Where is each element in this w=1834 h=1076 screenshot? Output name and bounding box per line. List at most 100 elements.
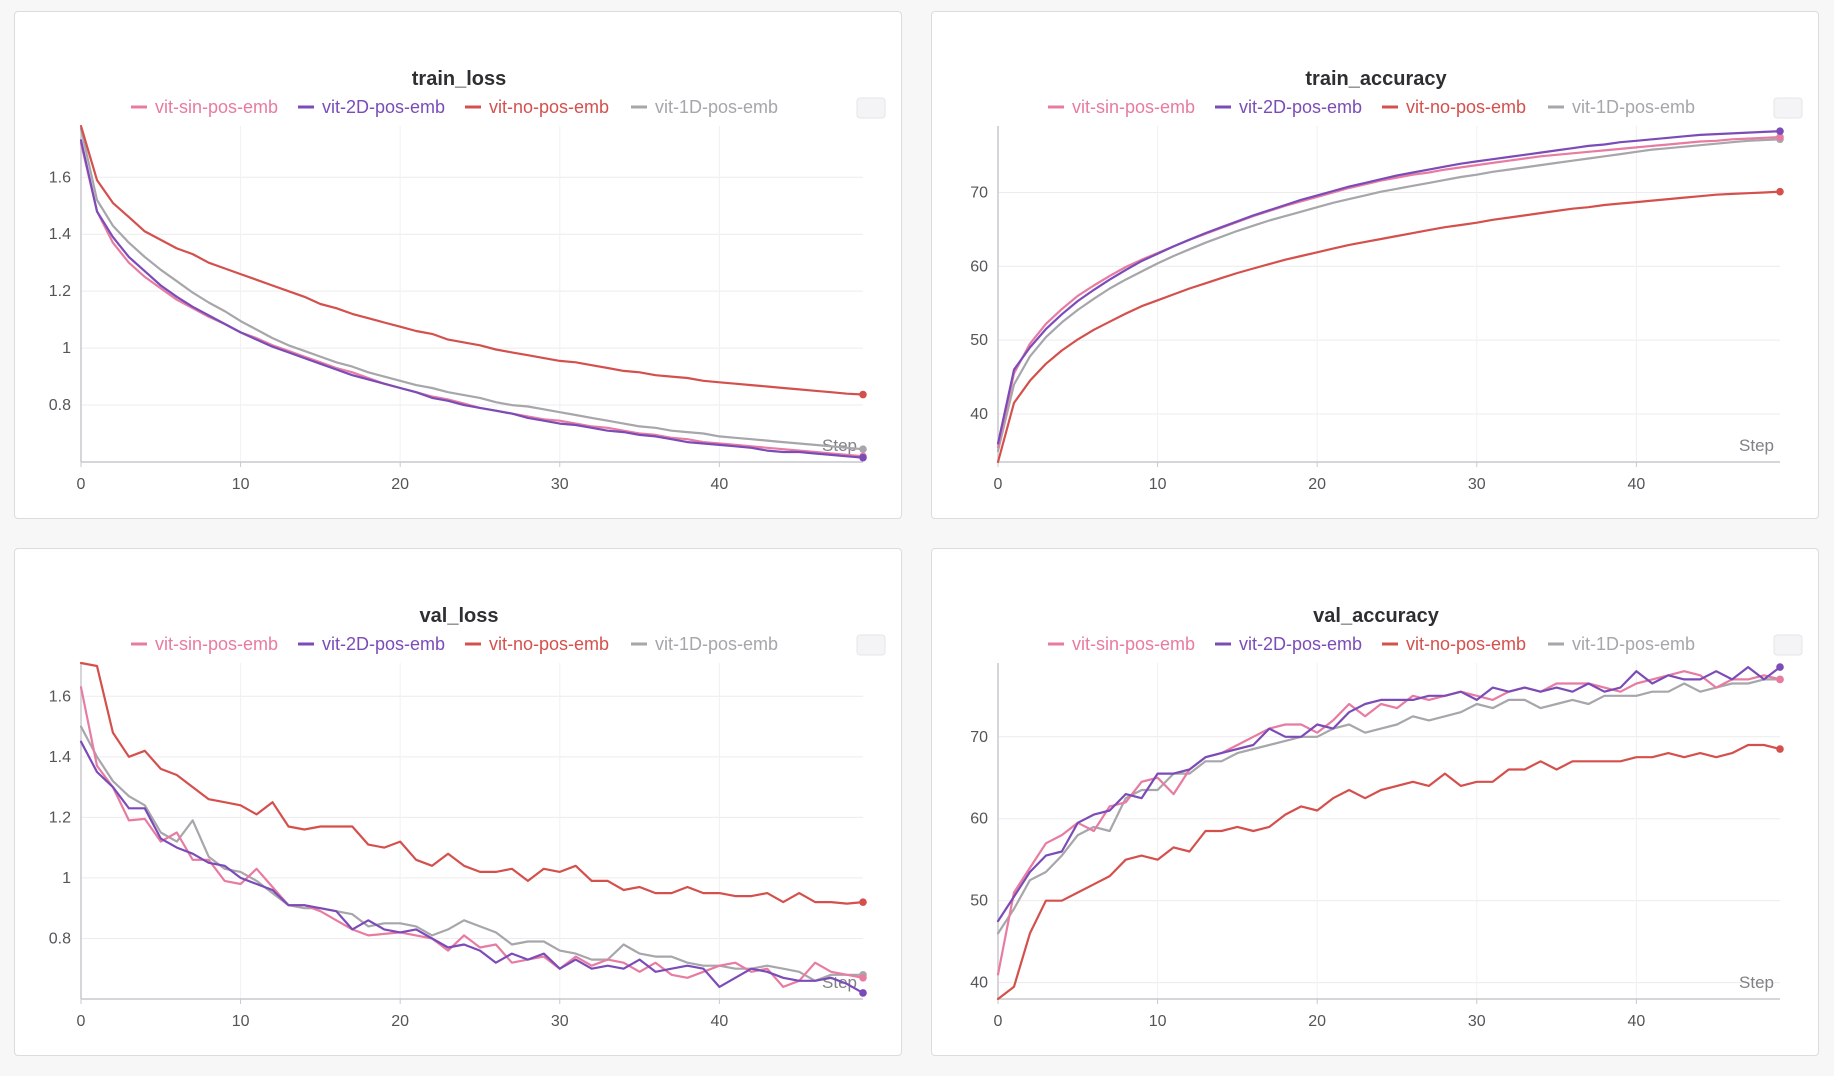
series-line-vit-sin-pos-emb[interactable] <box>996 135 1782 449</box>
legend-label-vit-sin-pos-emb[interactable]: vit-sin-pos-emb <box>155 634 278 654</box>
legend-label-vit-no-pos-emb[interactable]: vit-no-pos-emb <box>1406 97 1526 117</box>
x-tick-label: 0 <box>994 476 1003 493</box>
legend-label-vit-no-pos-emb[interactable]: vit-no-pos-emb <box>489 634 609 654</box>
series-endpoint-vit-2D-pos-emb <box>859 453 867 462</box>
legend-label-vit-2D-pos-emb[interactable]: vit-2D-pos-emb <box>322 97 445 117</box>
legend-label-vit-1D-pos-emb[interactable]: vit-1D-pos-emb <box>655 634 778 654</box>
series-line-vit-1D-pos-emb[interactable] <box>79 725 865 982</box>
legend-menu-button[interactable] <box>856 634 886 656</box>
chart-title: val_loss <box>420 605 499 627</box>
legend-label-vit-sin-pos-emb[interactable]: vit-sin-pos-emb <box>1072 634 1195 654</box>
x-tick-label: 10 <box>232 1013 250 1030</box>
legend-menu-button[interactable] <box>856 97 886 119</box>
legend-menu-button[interactable] <box>1773 97 1803 119</box>
chart-panel-train-loss[interactable]: train_loss vit-sin-pos-emb vit-2D-pos-emb v… <box>14 11 902 519</box>
y-tick-label: 1.6 <box>49 688 71 705</box>
y-tick-label: 1.4 <box>49 749 71 766</box>
y-tick-label: 50 <box>970 893 988 910</box>
x-axis-label: Step <box>1739 973 1774 992</box>
y-tick-label: 1.6 <box>49 169 71 186</box>
x-tick-label: 40 <box>710 476 728 493</box>
series-endpoint-vit-no-pos-emb <box>1776 745 1784 753</box>
series-endpoint-vit-no-pos-emb <box>859 390 867 399</box>
series-line-vit-sin-pos-emb[interactable] <box>996 670 1782 976</box>
series-line-vit-2D-pos-emb[interactable] <box>996 130 1782 445</box>
x-tick-label: 30 <box>551 1013 569 1030</box>
y-tick-label: 0.8 <box>49 930 71 947</box>
series-endpoint-vit-sin-pos-emb <box>1776 675 1784 684</box>
series-line-vit-no-pos-emb[interactable] <box>996 190 1782 464</box>
chart-panel-val-loss[interactable]: val_loss vit-sin-pos-emb vit-2D-pos-emb vit… <box>14 548 902 1056</box>
legend-label-vit-sin-pos-emb[interactable]: vit-sin-pos-emb <box>1072 97 1195 117</box>
legend-label-vit-no-pos-emb[interactable]: vit-no-pos-emb <box>489 97 609 117</box>
series-line-vit-no-pos-emb[interactable] <box>79 661 865 905</box>
x-tick-label: 40 <box>710 1013 728 1030</box>
x-tick-label: 20 <box>391 1013 409 1030</box>
y-tick-label: 40 <box>970 975 988 992</box>
legend-label-vit-no-pos-emb[interactable]: vit-no-pos-emb <box>1406 634 1526 654</box>
x-tick-label: 30 <box>1468 1013 1486 1030</box>
chart-svg-val-loss: val_loss vit-sin-pos-emb vit-2D-pos-emb vit… <box>49 605 886 1030</box>
x-tick-label: 0 <box>77 1013 86 1030</box>
y-tick-label: 70 <box>970 729 988 746</box>
legend-label-vit-sin-pos-emb[interactable]: vit-sin-pos-emb <box>155 97 278 117</box>
chart-panel-train-accuracy[interactable]: train_accuracy vit-sin-pos-emb vit-2D-pos-… <box>931 11 1819 519</box>
series-endpoint-vit-no-pos-emb <box>1776 187 1784 196</box>
series-endpoint-vit-2D-pos-emb <box>1776 663 1784 671</box>
legend-label-vit-1D-pos-emb[interactable]: vit-1D-pos-emb <box>655 97 778 117</box>
legend-label-vit-2D-pos-emb[interactable]: vit-2D-pos-emb <box>1239 97 1362 117</box>
series-endpoint-vit-no-pos-emb <box>859 898 867 906</box>
series-line-vit-1D-pos-emb[interactable] <box>996 678 1782 935</box>
x-tick-label: 10 <box>232 476 250 493</box>
x-tick-label: 10 <box>1149 476 1167 493</box>
y-tick-label: 1.4 <box>49 226 71 243</box>
legend-label-vit-1D-pos-emb[interactable]: vit-1D-pos-emb <box>1572 634 1695 654</box>
series-line-vit-2D-pos-emb[interactable] <box>79 740 865 994</box>
x-tick-label: 0 <box>77 476 86 493</box>
y-tick-label: 60 <box>970 811 988 828</box>
legend-label-vit-2D-pos-emb[interactable]: vit-2D-pos-emb <box>1239 634 1362 654</box>
series-endpoint-vit-2D-pos-emb <box>1776 127 1784 135</box>
chart-svg-val-accuracy: val_accuracy vit-sin-pos-emb vit-2D-pos-em… <box>970 605 1803 1030</box>
chart-svg-train-loss: train_loss vit-sin-pos-emb vit-2D-pos-emb v… <box>49 68 886 493</box>
x-tick-label: 40 <box>1627 476 1645 493</box>
legend-label-vit-1D-pos-emb[interactable]: vit-1D-pos-emb <box>1572 97 1695 117</box>
x-tick-label: 10 <box>1149 1013 1167 1030</box>
legend-menu-button[interactable] <box>1773 634 1803 656</box>
x-axis-label: Step <box>1739 436 1774 455</box>
series-endpoint-vit-sin-pos-emb <box>859 974 867 982</box>
y-tick-label: 70 <box>970 184 988 201</box>
series-line-vit-sin-pos-emb[interactable] <box>79 686 865 988</box>
y-tick-label: 1.2 <box>49 283 71 300</box>
x-axis-label: Step <box>822 436 857 455</box>
y-tick-label: 1 <box>62 870 71 887</box>
x-tick-label: 40 <box>1627 1013 1645 1030</box>
series-line-vit-2D-pos-emb[interactable] <box>996 665 1782 923</box>
series-line-vit-sin-pos-emb[interactable] <box>79 142 865 458</box>
y-tick-label: 60 <box>970 258 988 275</box>
y-tick-label: 50 <box>970 332 988 349</box>
series-line-vit-no-pos-emb[interactable] <box>996 743 1782 1001</box>
x-tick-label: 20 <box>391 476 409 493</box>
series-line-vit-1D-pos-emb[interactable] <box>996 138 1782 452</box>
chart-title: val_accuracy <box>1313 605 1440 627</box>
x-tick-label: 20 <box>1308 1013 1326 1030</box>
y-tick-label: 1.2 <box>49 809 71 826</box>
x-tick-label: 30 <box>1468 476 1486 493</box>
series-endpoint-vit-2D-pos-emb <box>859 989 867 997</box>
x-tick-label: 30 <box>551 476 569 493</box>
x-tick-label: 0 <box>994 1013 1003 1030</box>
chart-svg-train-accuracy: train_accuracy vit-sin-pos-emb vit-2D-pos-… <box>970 68 1803 493</box>
chart-title: train_loss <box>412 68 506 90</box>
series-line-vit-no-pos-emb[interactable] <box>79 124 865 396</box>
y-tick-label: 40 <box>970 406 988 423</box>
series-line-vit-1D-pos-emb[interactable] <box>79 127 865 451</box>
x-tick-label: 20 <box>1308 476 1326 493</box>
series-endpoint-vit-sin-pos-emb <box>1776 133 1784 141</box>
series-line-vit-2D-pos-emb[interactable] <box>79 139 865 459</box>
y-tick-label: 1 <box>62 340 71 357</box>
chart-panel-val-accuracy[interactable]: val_accuracy vit-sin-pos-emb vit-2D-pos-em… <box>931 548 1819 1056</box>
legend-label-vit-2D-pos-emb[interactable]: vit-2D-pos-emb <box>322 634 445 654</box>
series-endpoint-vit-1D-pos-emb <box>859 445 867 453</box>
chart-title: train_accuracy <box>1305 68 1447 90</box>
